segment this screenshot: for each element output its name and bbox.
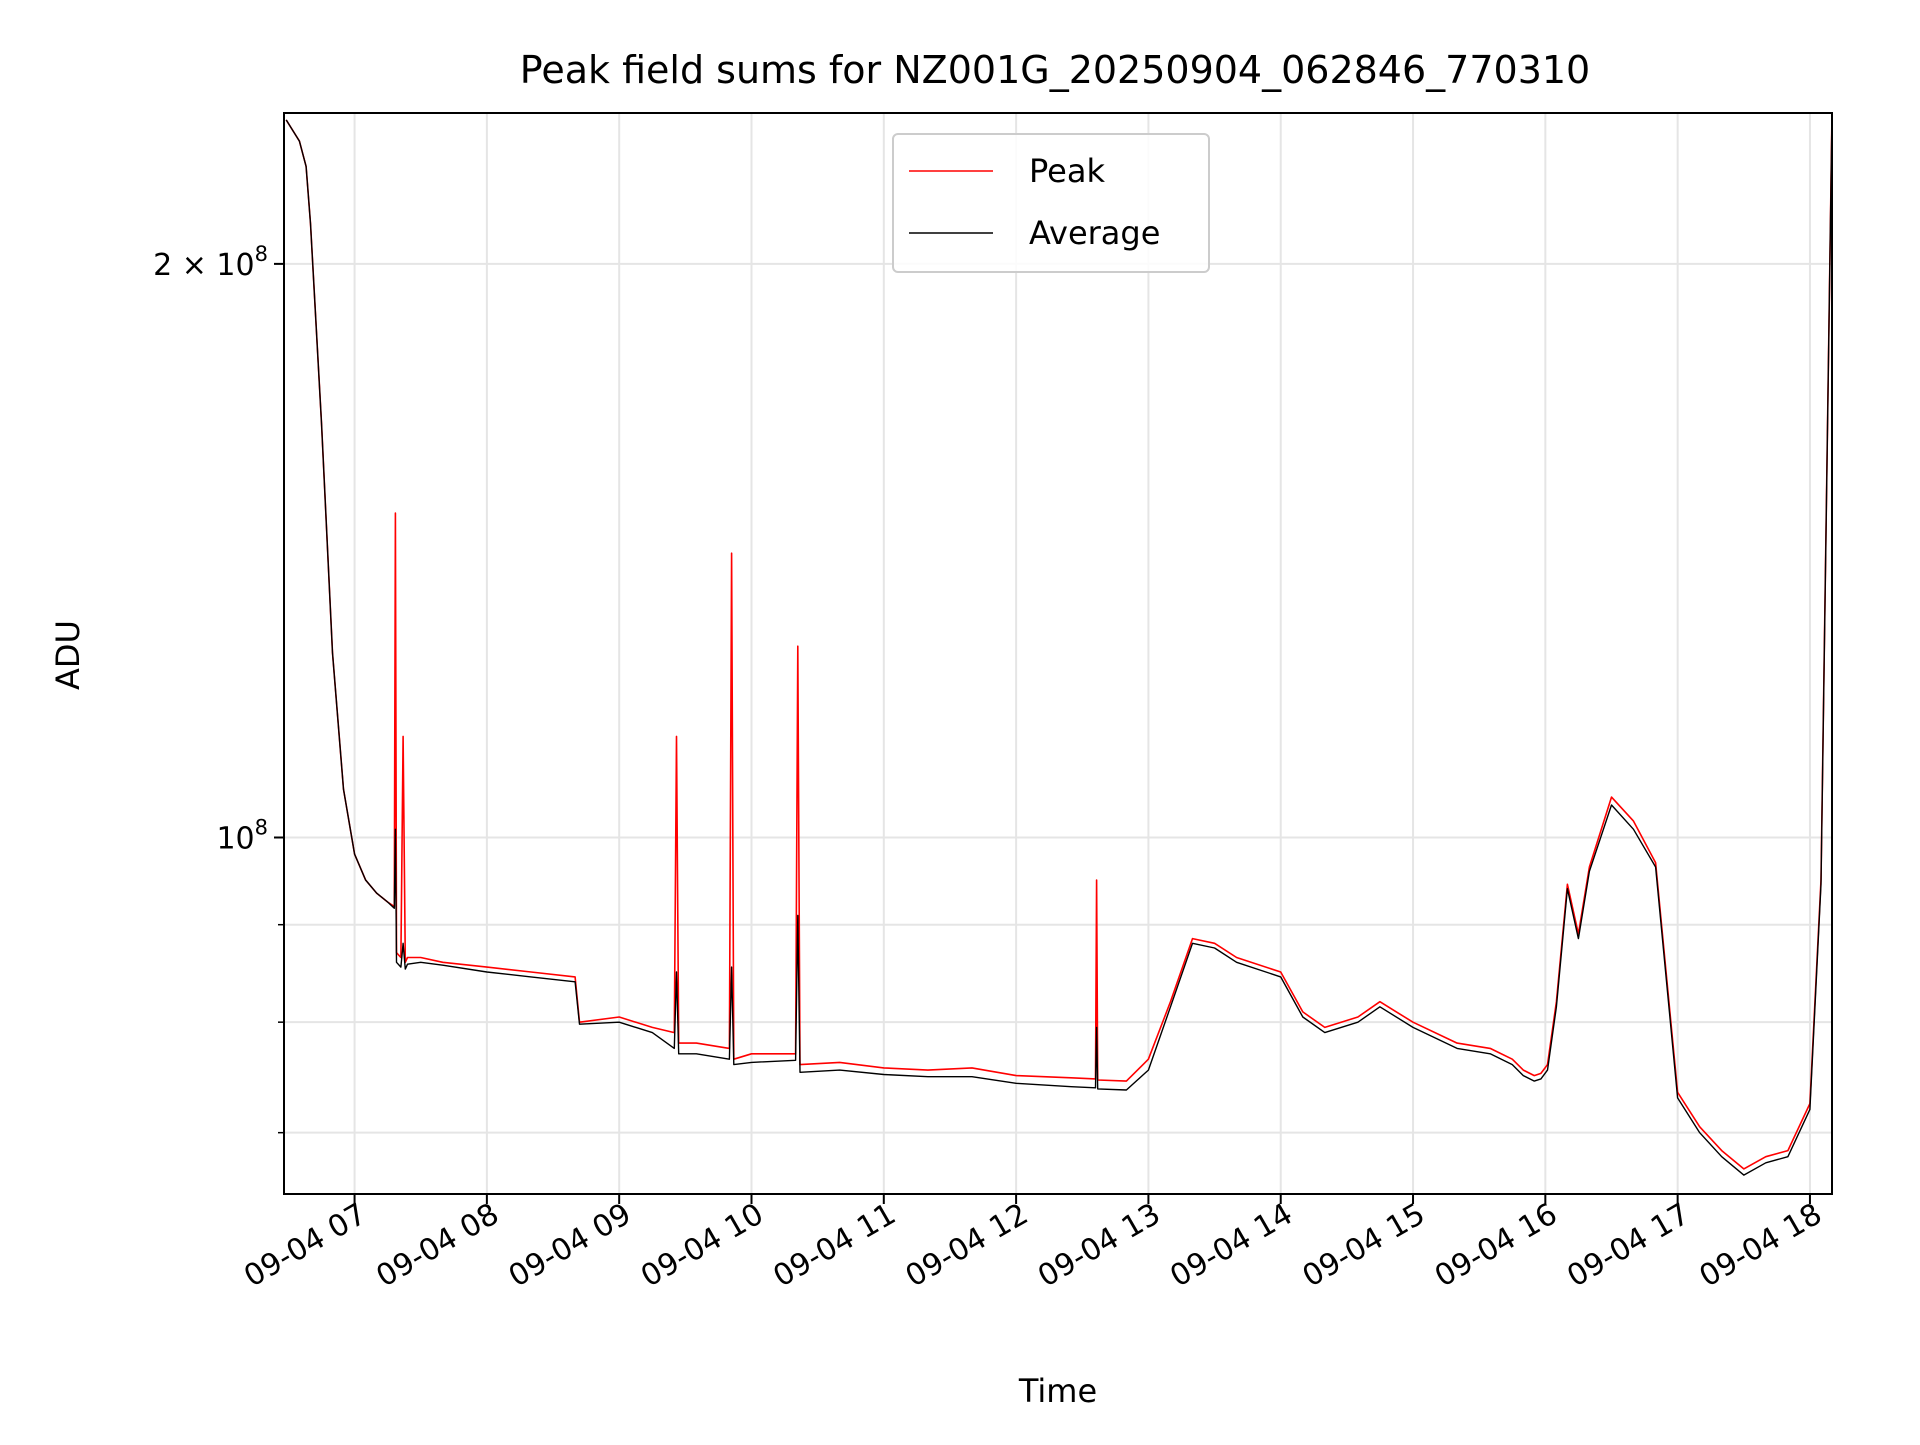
x-axis-label: Time [1018,1372,1097,1410]
y-tick-label: 2 × 108 [153,242,268,283]
y-tick-exponent: 8 [255,242,268,266]
series-layer [285,113,1832,1176]
y-tick-exponent: 8 [255,816,268,840]
legend-label: Average [1029,214,1160,252]
series-line-average [285,113,1832,1176]
y-axis-label: ADU [49,620,87,690]
legend-box [892,133,1210,273]
plot-frame [283,112,1833,1195]
chart-title: Peak field sums for NZ001G_20250904_0628… [520,48,1590,92]
legend: Peak Average [892,133,1210,273]
series-line-peak [285,113,1832,1170]
y-tick-label: 108 [216,816,268,857]
y-tick-base: 2 × 10 [153,248,254,283]
legend-label: Peak [1029,152,1105,190]
y-tick-base: 10 [216,822,254,857]
